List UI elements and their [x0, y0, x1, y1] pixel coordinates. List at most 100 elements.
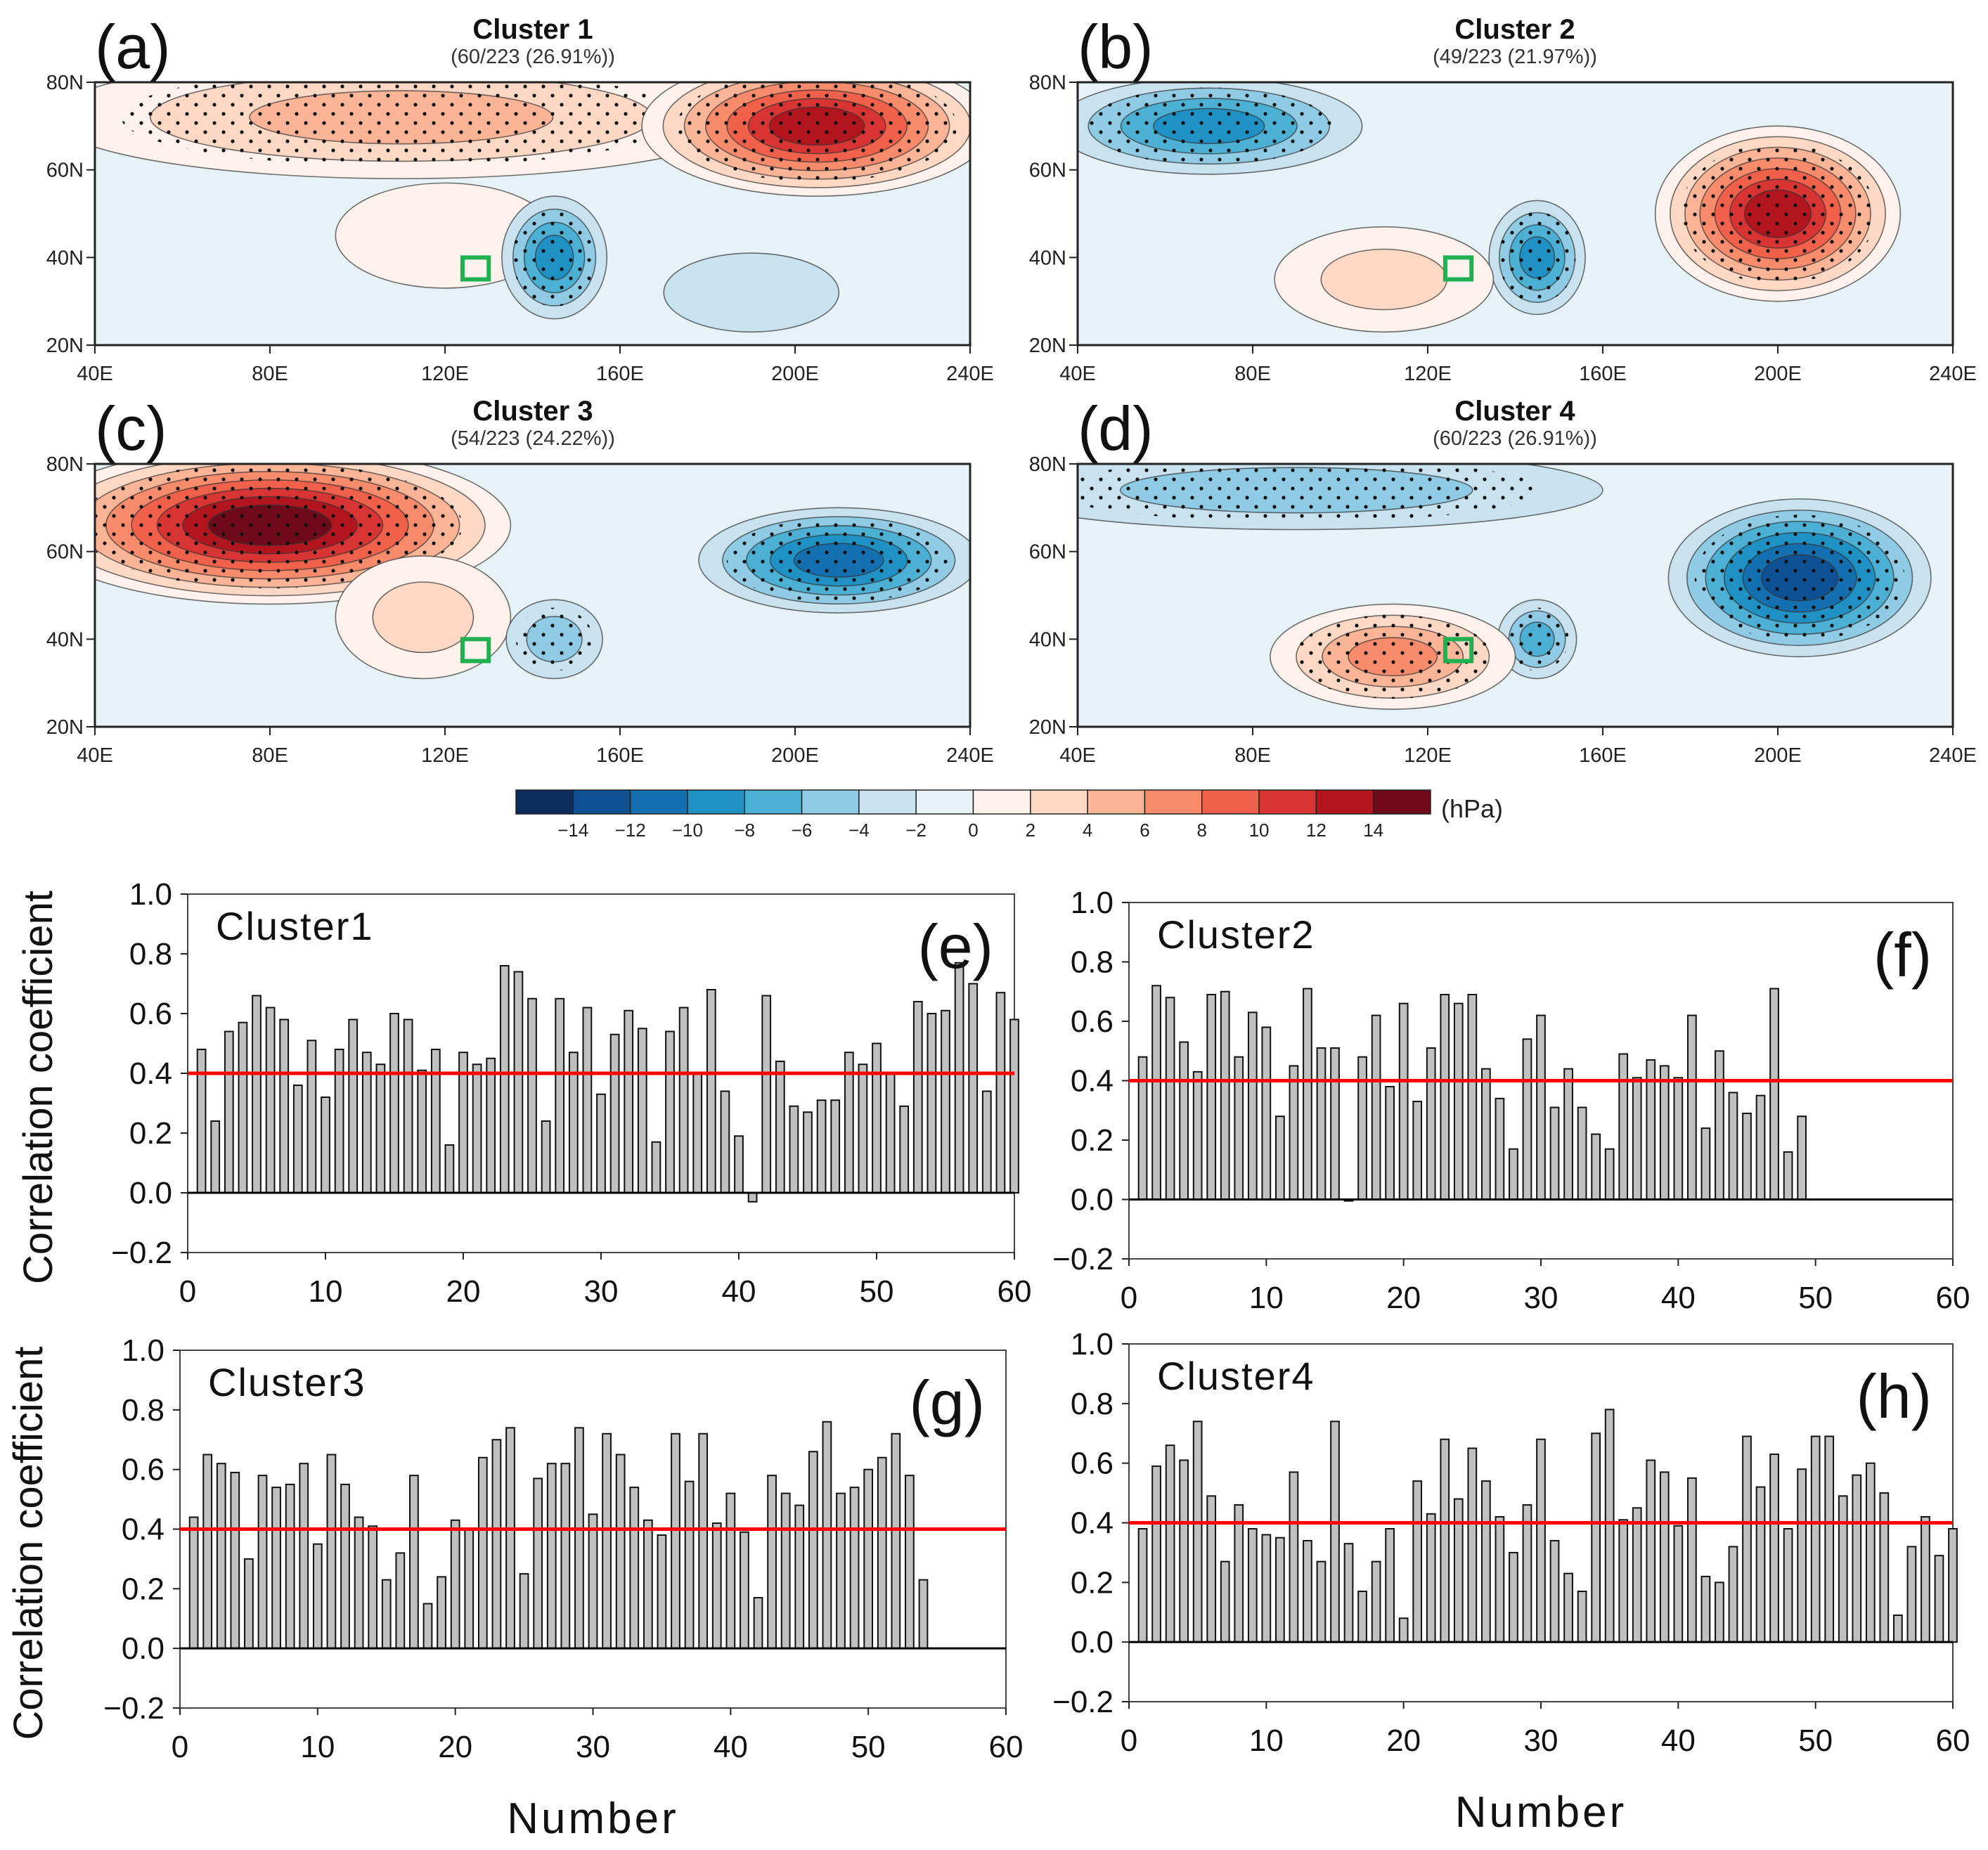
bar-case-6	[257, 1475, 268, 1650]
y-tick-label: 0.8	[1071, 945, 1114, 980]
bar-case-22	[1426, 1513, 1436, 1643]
significance-stippling	[1078, 464, 1542, 522]
bar-case-57	[1906, 1546, 1917, 1643]
y-tick-label: 0.2	[1071, 1565, 1114, 1600]
bar-case-17	[409, 1475, 419, 1650]
bar-case-43	[1715, 1050, 1724, 1201]
x-tick-label: 10	[1249, 1281, 1284, 1315]
target-region-box	[1442, 255, 1474, 282]
colorbar-tick-label: 14	[1363, 820, 1383, 841]
bar-case-4	[1179, 1041, 1189, 1201]
bar-case-27	[1495, 1516, 1505, 1643]
lon-tick-label: 200E	[1754, 744, 1802, 767]
bar-case-59	[995, 992, 1006, 1194]
map-subtitle: (49/223 (21.97%))	[1433, 46, 1597, 68]
significance-stippling	[1679, 143, 1876, 284]
bar-case-15	[1330, 1421, 1340, 1643]
bar-case-46	[1755, 1094, 1766, 1201]
y-tick-label: 0.0	[122, 1631, 164, 1666]
bar-case-8	[1234, 1056, 1244, 1201]
lon-tick-label: 200E	[1754, 363, 1802, 385]
map-frame	[93, 81, 972, 347]
bar-case-31	[1549, 1539, 1560, 1643]
bar-case-39	[1659, 1065, 1670, 1201]
colorbar-swatch	[629, 789, 688, 815]
pressure-anomaly-field	[1078, 464, 1953, 727]
lat-tick-label: 80N	[1029, 453, 1066, 476]
colorbar-swatch	[515, 789, 574, 815]
high-anomaly-contour	[1320, 248, 1448, 311]
bar-case-34	[1591, 1133, 1601, 1201]
bar-case-19	[1385, 1085, 1395, 1201]
bar-case-1	[196, 1049, 207, 1194]
bar-case-45	[803, 1111, 813, 1194]
bar-case-48	[836, 1492, 846, 1650]
lon-tick-label: 200E	[771, 744, 819, 767]
high-anomaly-contour	[372, 581, 475, 654]
bar-case-19	[444, 1144, 455, 1194]
bar-case-27	[546, 1463, 557, 1650]
bar-case-31	[1549, 1106, 1560, 1201]
bar-case-43	[767, 1475, 777, 1650]
bar-case-55	[941, 1009, 950, 1194]
colorbar-tick-label: −10	[672, 820, 703, 841]
bar-case-35	[657, 1534, 667, 1650]
bar-case-4	[1179, 1459, 1189, 1643]
y-tick-label: 1.0	[1071, 1327, 1114, 1361]
panel-label: (h)	[1856, 1361, 1932, 1431]
bar-case-21	[472, 1063, 482, 1194]
bar-case-14	[1316, 1560, 1327, 1643]
map-subtitle: (60/223 (26.91%))	[451, 46, 615, 68]
bar-case-60	[1948, 1527, 1958, 1643]
y-tick-label: 0.6	[129, 997, 172, 1031]
bar-case-31	[609, 1033, 620, 1194]
bar-case-24	[1453, 1002, 1464, 1201]
lon-tick-label: 80E	[252, 744, 288, 767]
chart-title: Cluster3	[208, 1360, 366, 1404]
significance-stippling	[1505, 607, 1569, 671]
x-tick-label: 60	[1936, 1723, 1970, 1758]
significance-stippling	[121, 82, 682, 167]
lon-tick-label: 40E	[77, 363, 113, 385]
lon-tick-label: 200E	[771, 363, 819, 385]
lon-tick-label: 80E	[1234, 363, 1271, 385]
significance-stippling	[1294, 614, 1491, 699]
bar-case-22	[477, 1456, 488, 1650]
colorbar-tick-label: −8	[734, 820, 755, 841]
lat-tick-label: 40N	[1029, 247, 1066, 269]
bar-case-38	[706, 989, 716, 1194]
bar-case-25	[1467, 993, 1478, 1201]
bar-case-52	[1838, 1495, 1848, 1643]
map-subtitle: (54/223 (24.22%))	[451, 427, 615, 450]
bar-case-17	[1357, 1056, 1367, 1201]
bar-case-20	[1398, 1002, 1409, 1201]
bar-case-23	[1440, 993, 1450, 1201]
lat-tick-label: 40N	[46, 247, 84, 269]
y-tick-label: 1.0	[1071, 886, 1114, 920]
bar-case-18	[422, 1603, 433, 1650]
bar-case-46	[808, 1451, 818, 1650]
bar-case-44	[780, 1492, 791, 1650]
bar-case-2	[1151, 1465, 1161, 1643]
bar-case-14	[368, 1525, 378, 1650]
bar-case-1	[1137, 1056, 1148, 1201]
lat-tick-label: 20N	[1029, 335, 1066, 357]
target-region-box	[460, 255, 491, 282]
colorbar-tick-label: 6	[1140, 820, 1149, 841]
bar-case-48	[1783, 1151, 1793, 1201]
bar-case-25	[1467, 1447, 1478, 1643]
bar-case-24	[505, 1427, 515, 1650]
bar-case-52	[899, 1105, 910, 1194]
bar-case-10	[1261, 1534, 1272, 1643]
lat-tick-label: 40N	[46, 628, 84, 651]
bar-case-3	[1165, 1444, 1175, 1643]
bar-case-48	[1783, 1527, 1793, 1643]
bar-case-13	[1303, 1539, 1312, 1643]
bar-case-47	[1769, 1453, 1779, 1643]
bar-case-36	[1618, 1519, 1629, 1643]
bar-case-30	[1536, 1438, 1546, 1643]
bar-case-9	[1247, 1011, 1258, 1201]
bar-case-25	[519, 1573, 529, 1650]
bar-case-36	[678, 1007, 689, 1194]
map-title: Cluster 1	[472, 14, 593, 45]
